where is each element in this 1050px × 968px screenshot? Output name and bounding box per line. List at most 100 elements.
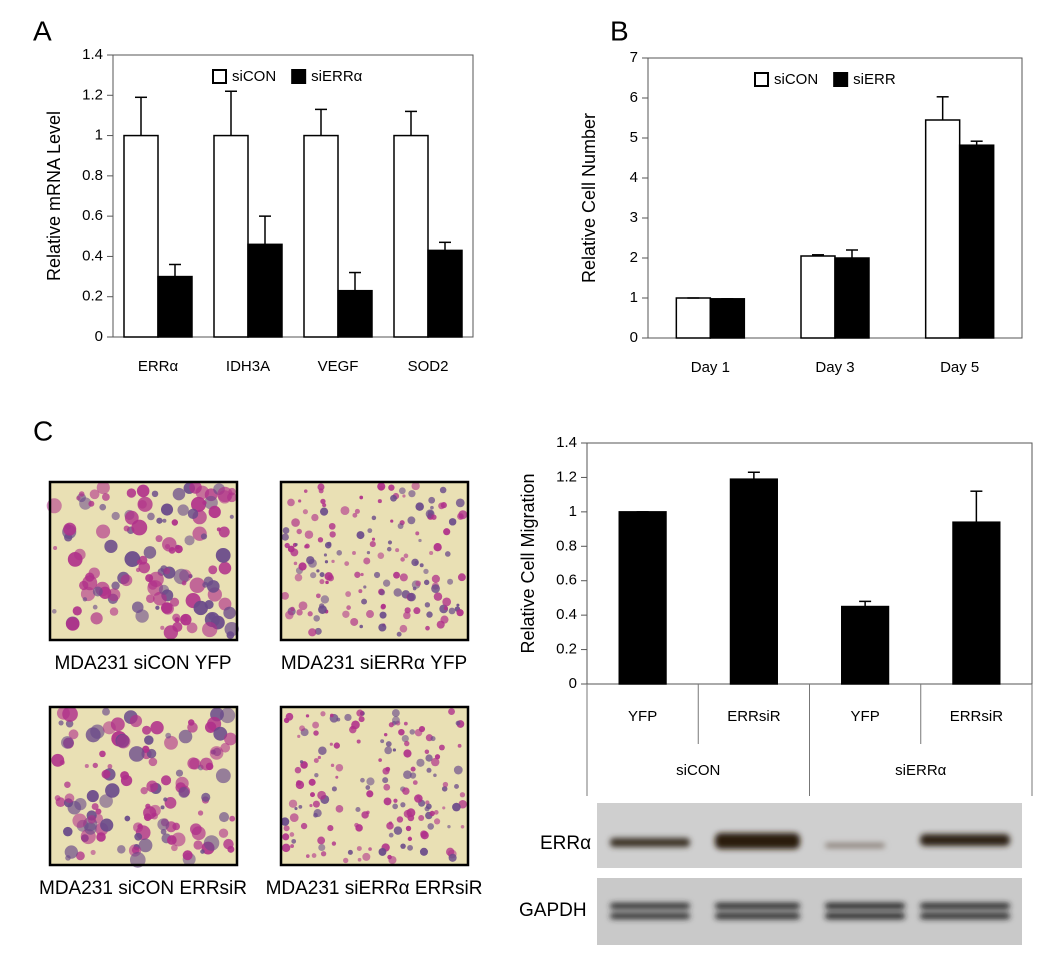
band — [825, 903, 905, 909]
cell — [144, 735, 154, 745]
cell — [352, 551, 356, 555]
cell — [102, 721, 116, 735]
cell — [313, 812, 318, 818]
x-tick-label: SOD2 — [408, 358, 449, 375]
cell — [454, 783, 459, 789]
cell — [336, 550, 343, 556]
cell — [430, 736, 436, 742]
micrograph-caption: MDA231 siERRα YFP — [281, 653, 467, 674]
cell — [299, 725, 306, 732]
cell — [72, 813, 87, 828]
cell — [358, 589, 363, 594]
cell — [294, 573, 303, 582]
blot-label: GAPDH — [519, 900, 587, 921]
cell — [190, 496, 207, 512]
cell — [391, 709, 400, 717]
cell — [458, 510, 468, 520]
micrograph — [281, 707, 468, 865]
cell — [440, 502, 447, 509]
cell — [68, 729, 79, 740]
cell — [282, 527, 290, 534]
cell — [305, 714, 310, 718]
cell — [371, 537, 376, 541]
cell — [282, 833, 290, 841]
cell — [205, 762, 214, 771]
plot-frame — [112, 54, 474, 338]
cell — [171, 519, 179, 526]
cell — [419, 563, 424, 568]
cell — [330, 763, 335, 768]
cell — [300, 822, 308, 830]
cell — [296, 609, 303, 616]
cell — [105, 783, 120, 798]
y-tick-label: 0 — [95, 328, 103, 345]
cell — [294, 806, 298, 811]
cell — [305, 854, 310, 858]
cell — [310, 792, 315, 798]
cell — [378, 485, 384, 491]
cell — [317, 836, 326, 845]
cell — [420, 830, 428, 838]
cell — [428, 496, 436, 504]
cell — [96, 832, 106, 842]
cell — [175, 769, 184, 777]
cell — [407, 516, 416, 525]
cell — [403, 809, 412, 818]
cell — [415, 502, 424, 511]
group-label: siERRα — [895, 762, 947, 779]
cell — [386, 822, 394, 830]
cell — [456, 603, 460, 607]
micrograph-frame — [279, 705, 470, 867]
cell — [201, 792, 211, 802]
cell — [388, 722, 394, 728]
cell — [155, 605, 160, 610]
bar — [123, 134, 159, 338]
cell — [356, 846, 362, 852]
cell — [356, 739, 361, 744]
cell — [429, 810, 435, 817]
cell — [380, 604, 386, 610]
cell — [153, 591, 167, 606]
micrographs: MDA231 siCON YFP MDA231 siERRα YFP MDA231 … — [39, 480, 482, 899]
cell — [161, 775, 172, 786]
cell — [390, 519, 394, 523]
y-tick-label: 1 — [630, 289, 638, 306]
cell — [190, 823, 202, 836]
blot-label: ERRα — [540, 833, 591, 854]
cell — [189, 577, 206, 594]
y-tick-label: 0.2 — [82, 288, 103, 305]
cell — [86, 790, 99, 803]
band — [825, 843, 885, 848]
cell — [287, 545, 295, 553]
cell — [320, 498, 326, 505]
cell — [416, 758, 425, 767]
cell — [448, 853, 457, 862]
cell — [163, 625, 179, 640]
cell — [335, 805, 344, 813]
cell — [178, 729, 193, 744]
cell — [407, 844, 413, 851]
cell — [331, 786, 337, 792]
micrograph-frame — [48, 480, 239, 642]
cell — [414, 794, 423, 803]
micrograph-frame — [279, 480, 470, 642]
cell — [371, 515, 377, 521]
cell — [95, 808, 102, 815]
cell — [124, 815, 131, 822]
cell — [320, 595, 330, 604]
cell — [425, 754, 433, 762]
band — [610, 913, 690, 919]
cell — [404, 607, 411, 614]
cell — [187, 757, 200, 770]
cell — [91, 803, 99, 811]
cell — [163, 797, 168, 802]
cell — [346, 605, 351, 610]
cell — [414, 560, 419, 565]
cell — [100, 818, 114, 832]
cell — [215, 768, 231, 784]
micrograph-frame — [48, 705, 239, 867]
cell — [306, 556, 315, 565]
band — [610, 838, 690, 847]
cell — [78, 491, 85, 497]
cell — [403, 553, 409, 559]
